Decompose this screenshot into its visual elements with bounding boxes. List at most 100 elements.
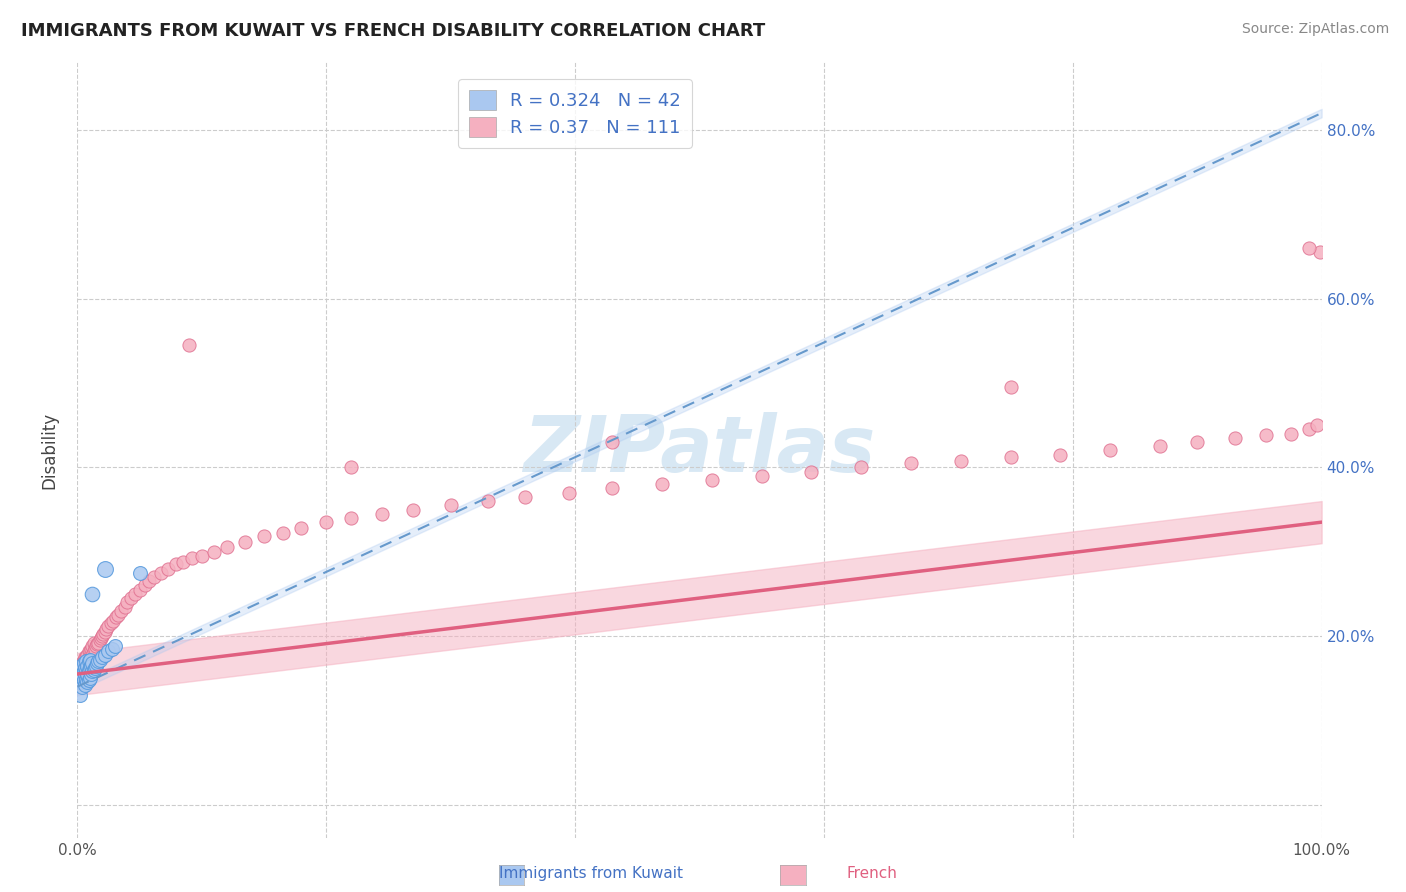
Point <box>91 629 114 643</box>
Point <box>103 614 125 628</box>
Point <box>1298 241 1320 255</box>
Point <box>79 654 101 668</box>
Point <box>107 607 129 622</box>
Point <box>1185 435 1208 450</box>
Point <box>72 653 94 667</box>
Point <box>82 665 104 679</box>
Point <box>340 511 363 525</box>
Point <box>72 656 94 670</box>
Point <box>77 663 100 677</box>
Point <box>180 551 202 566</box>
Point <box>371 507 394 521</box>
Point <box>602 482 624 496</box>
Point <box>179 338 201 352</box>
Point <box>70 658 93 673</box>
Point <box>75 650 97 665</box>
Point <box>149 566 172 580</box>
Point <box>1149 439 1171 453</box>
Point <box>128 566 150 580</box>
Point <box>72 667 94 681</box>
Point <box>602 435 624 450</box>
Point <box>72 673 94 687</box>
Point <box>80 641 103 656</box>
Point <box>72 656 94 670</box>
Point <box>290 521 312 535</box>
Point <box>94 622 117 636</box>
Point <box>93 627 115 641</box>
Point <box>84 639 107 653</box>
Point <box>83 636 105 650</box>
Point <box>97 644 120 658</box>
Point <box>83 663 105 677</box>
Point <box>83 641 105 656</box>
Point <box>110 604 132 618</box>
Point <box>651 477 673 491</box>
Point <box>1309 245 1331 260</box>
Point <box>73 658 96 673</box>
Point <box>90 631 112 645</box>
Point <box>76 675 98 690</box>
Point <box>1298 422 1320 436</box>
Point <box>1223 431 1246 445</box>
Point <box>172 555 194 569</box>
Point <box>202 544 225 558</box>
Point <box>1254 428 1277 442</box>
Point <box>80 658 103 673</box>
Point <box>73 678 96 692</box>
Point <box>79 671 101 685</box>
Point <box>439 498 461 512</box>
Y-axis label: Disability: Disability <box>41 412 59 489</box>
Text: IMMIGRANTS FROM KUWAIT VS FRENCH DISABILITY CORRELATION CHART: IMMIGRANTS FROM KUWAIT VS FRENCH DISABIL… <box>21 22 765 40</box>
Point <box>1279 426 1302 441</box>
Point <box>80 650 103 665</box>
Point <box>77 654 100 668</box>
Point <box>253 529 276 543</box>
Point <box>82 587 104 601</box>
Point <box>82 639 104 653</box>
Point <box>76 648 98 662</box>
Point <box>72 680 94 694</box>
Point <box>138 574 160 589</box>
Point <box>84 658 107 673</box>
Point <box>402 502 425 516</box>
Point <box>70 661 93 675</box>
Point <box>233 534 256 549</box>
Point <box>93 624 115 639</box>
Point <box>949 453 972 467</box>
Point <box>157 561 180 575</box>
Point <box>143 570 166 584</box>
Point <box>83 644 105 658</box>
Point <box>79 653 101 667</box>
Point <box>76 656 98 670</box>
Point <box>515 490 537 504</box>
Point <box>67 667 90 681</box>
Point <box>73 661 96 675</box>
Point <box>75 661 97 675</box>
Point <box>73 667 96 681</box>
Legend: R = 0.324   N = 42, R = 0.37   N = 111: R = 0.324 N = 42, R = 0.37 N = 111 <box>458 79 692 148</box>
Point <box>79 644 101 658</box>
Point <box>700 473 723 487</box>
Point <box>191 549 214 563</box>
Point <box>89 633 111 648</box>
Point <box>1000 380 1022 394</box>
Point <box>104 639 127 653</box>
Point <box>86 656 108 670</box>
Point <box>101 641 124 656</box>
Point <box>76 667 98 681</box>
Point <box>115 595 138 609</box>
Point <box>77 673 100 687</box>
Point <box>134 578 156 592</box>
Point <box>1049 448 1071 462</box>
Point <box>75 654 97 668</box>
Point <box>93 561 115 575</box>
Point <box>87 636 110 650</box>
Point <box>83 661 105 675</box>
Point <box>114 599 136 614</box>
Point <box>97 619 120 633</box>
Point <box>87 654 110 668</box>
Point <box>79 661 101 675</box>
Point <box>72 665 94 679</box>
Point <box>72 663 94 677</box>
Point <box>900 456 922 470</box>
